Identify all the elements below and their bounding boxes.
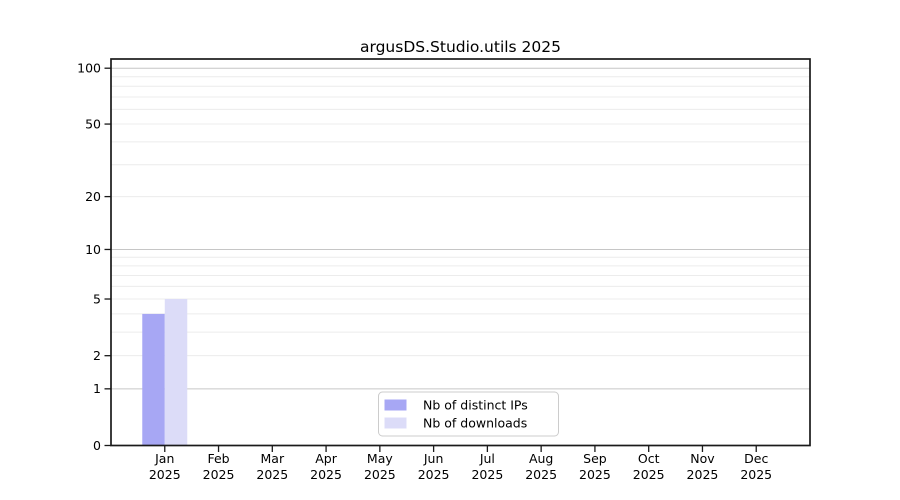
bar-nb-of-downloads-jan xyxy=(164,299,188,446)
y-tick-label: 10 xyxy=(85,242,101,257)
axis-spine xyxy=(110,58,811,447)
x-tick-label-year: 2025 xyxy=(525,467,557,482)
x-tick-label-year: 2025 xyxy=(633,467,665,482)
chart-title: argusDS.Studio.utils 2025 xyxy=(360,38,561,56)
x-tick-label-month: May xyxy=(367,451,393,466)
y-tick-label: 2 xyxy=(93,348,101,363)
x-tick-label-month: Jul xyxy=(479,451,495,466)
y-tick-label: 20 xyxy=(85,189,101,204)
x-tick-label-month: Apr xyxy=(315,451,337,466)
x-tick-label-month: Sep xyxy=(583,451,607,466)
x-tick-label-year: 2025 xyxy=(256,467,288,482)
bar-nb-of-distinct-ips-jan xyxy=(142,313,165,446)
y-tick-label: 5 xyxy=(93,291,101,306)
legend-swatch-nb-of-distinct-ips xyxy=(384,399,407,411)
x-tick-label-month: Nov xyxy=(690,451,715,466)
legend xyxy=(378,391,559,437)
x-tick-label-year: 2025 xyxy=(471,467,503,482)
legend-label-nb-of-distinct-ips: Nb of distinct IPs xyxy=(423,398,528,413)
x-tick-label-year: 2025 xyxy=(687,467,719,482)
x-tick-label-year: 2025 xyxy=(740,467,772,482)
x-tick-label-year: 2025 xyxy=(203,467,235,482)
x-tick-label-year: 2025 xyxy=(149,467,181,482)
x-tick-label-year: 2025 xyxy=(310,467,342,482)
x-tick-label-month: Dec xyxy=(744,451,768,466)
x-tick-label-year: 2025 xyxy=(579,467,611,482)
x-tick-label-month: Oct xyxy=(638,451,660,466)
y-tick-label: 1 xyxy=(93,381,101,396)
legend-swatch-nb-of-downloads xyxy=(384,417,407,429)
x-tick-label-year: 2025 xyxy=(418,467,450,482)
x-tick-label-year: 2025 xyxy=(364,467,396,482)
y-tick-label: 50 xyxy=(85,116,101,131)
legend-label-nb-of-downloads: Nb of downloads xyxy=(423,416,527,431)
x-tick-label-month: Mar xyxy=(261,451,285,466)
x-tick-label-month: Aug xyxy=(529,451,553,466)
y-tick-label: 0 xyxy=(93,438,101,453)
y-tick-label: 100 xyxy=(77,61,101,76)
x-tick-label-month: Feb xyxy=(207,451,229,466)
x-tick-label-month: Jan xyxy=(154,451,174,466)
x-tick-label-month: Jun xyxy=(423,451,444,466)
